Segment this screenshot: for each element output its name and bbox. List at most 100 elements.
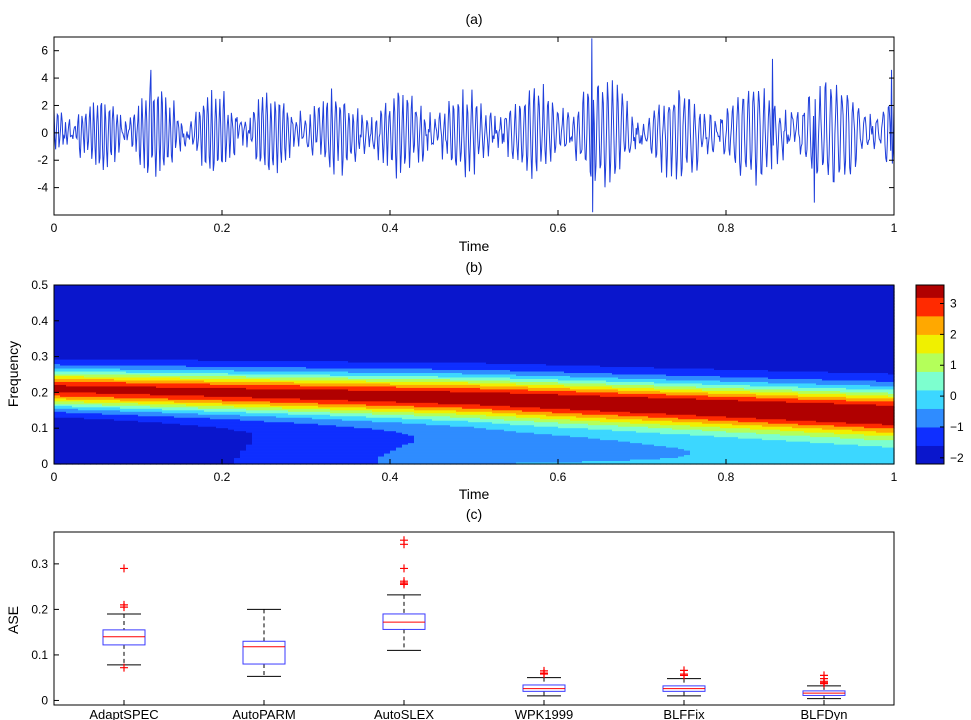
heatmap-cell — [66, 341, 73, 344]
heatmap-cell — [66, 368, 73, 371]
heatmap-cell — [108, 455, 115, 458]
heatmap-cell — [96, 335, 103, 338]
heatmap-cell — [216, 452, 223, 455]
heatmap-cell — [156, 432, 163, 435]
heatmap-cell — [162, 411, 169, 414]
heatmap-cell — [114, 346, 121, 349]
heatmap-cell — [228, 302, 235, 305]
heatmap-cell — [60, 398, 67, 401]
heatmap-cell — [168, 401, 175, 404]
heatmap-cell — [180, 295, 187, 298]
heatmap-cell — [294, 301, 301, 304]
heatmap-cell — [138, 337, 145, 340]
heatmap-cell — [168, 446, 175, 449]
heatmap-cell — [162, 326, 169, 329]
heatmap-cell — [108, 349, 115, 352]
heatmap-cell — [54, 373, 61, 376]
heatmap-cell — [72, 380, 79, 383]
heatmap-cell — [120, 443, 127, 446]
heatmap-cell — [90, 361, 97, 364]
heatmap-cell — [90, 292, 97, 295]
heatmap-cell — [84, 374, 91, 377]
heatmap-cell — [228, 311, 235, 314]
heatmap-cell — [180, 395, 187, 398]
heatmap-cell — [216, 355, 223, 358]
heatmap-cell — [66, 404, 73, 407]
heatmap-cell — [168, 365, 175, 368]
heatmap-cell — [264, 456, 271, 459]
heatmap-cell — [72, 310, 79, 313]
heatmap-cell — [180, 331, 187, 334]
heatmap-cell — [66, 459, 73, 462]
heatmap-cell — [54, 322, 61, 325]
heatmap-cell — [240, 387, 247, 391]
heatmap-cell — [240, 404, 247, 407]
heatmap-cell — [96, 384, 103, 388]
heatmap-cell — [216, 441, 223, 444]
heatmap-cell — [282, 447, 289, 450]
heatmap-cell — [222, 440, 229, 443]
heatmap-cell — [150, 361, 157, 364]
heatmap-cell — [174, 383, 181, 386]
heatmap-cell — [252, 389, 259, 392]
heatmap-cell — [174, 325, 181, 328]
heatmap-cell — [210, 444, 217, 447]
heatmap-cell — [66, 361, 73, 364]
heatmap-cell — [96, 307, 103, 310]
heatmap-cell — [96, 355, 103, 358]
heatmap-cell — [228, 446, 235, 449]
heatmap-cell — [84, 429, 91, 432]
heatmap-cell — [282, 301, 289, 304]
heatmap-cell — [222, 322, 229, 325]
heatmap-cell — [270, 428, 277, 431]
heatmap-cell — [168, 334, 175, 337]
heatmap-cell — [54, 453, 61, 456]
heatmap-cell — [198, 443, 205, 446]
heatmap-cell — [138, 423, 145, 426]
heatmap-cell — [78, 328, 85, 331]
heatmap-cell — [120, 453, 127, 456]
heatmap-cell — [216, 335, 223, 338]
heatmap-cell — [192, 320, 199, 323]
heatmap-cell — [60, 392, 67, 395]
heatmap-cell — [78, 399, 85, 402]
heatmap-cell — [288, 420, 295, 423]
heatmap-cell — [144, 389, 151, 392]
heatmap-cell — [192, 413, 199, 416]
heatmap-cell — [180, 311, 187, 314]
heatmap-cell — [72, 381, 79, 385]
heatmap-cell — [126, 301, 133, 304]
heatmap-cell — [252, 335, 259, 338]
heatmap-cell — [54, 328, 61, 331]
heatmap-cell — [222, 447, 229, 450]
heatmap-cell — [198, 440, 205, 443]
heatmap-cell — [216, 420, 223, 423]
heatmap-cell — [216, 310, 223, 313]
heatmap-cell — [210, 340, 217, 343]
heatmap-cell — [126, 293, 133, 297]
heatmap-cell — [288, 349, 295, 352]
heatmap-cell — [240, 381, 247, 385]
heatmap-cell — [258, 428, 265, 431]
heatmap-cell — [54, 347, 61, 350]
heatmap-cell — [66, 301, 73, 304]
heatmap-cell — [90, 455, 97, 458]
heatmap-cell — [192, 380, 199, 383]
heatmap-cell — [72, 367, 79, 370]
heatmap-cell — [60, 285, 67, 288]
heatmap-cell — [84, 293, 91, 297]
heatmap-cell — [240, 441, 247, 444]
heatmap-cell — [96, 365, 103, 368]
heatmap-cell — [252, 332, 259, 335]
heatmap-cell — [114, 432, 121, 435]
heatmap-cell — [264, 384, 271, 388]
heatmap-cell — [66, 323, 73, 326]
heatmap-cell — [276, 290, 283, 294]
heatmap-cell — [198, 461, 205, 464]
heatmap-cell — [288, 290, 295, 294]
heatmap-cell — [180, 335, 187, 338]
heatmap-cell — [114, 296, 121, 300]
heatmap-cell — [90, 389, 97, 392]
heatmap-cell — [54, 337, 61, 340]
heatmap-cell — [90, 411, 97, 414]
